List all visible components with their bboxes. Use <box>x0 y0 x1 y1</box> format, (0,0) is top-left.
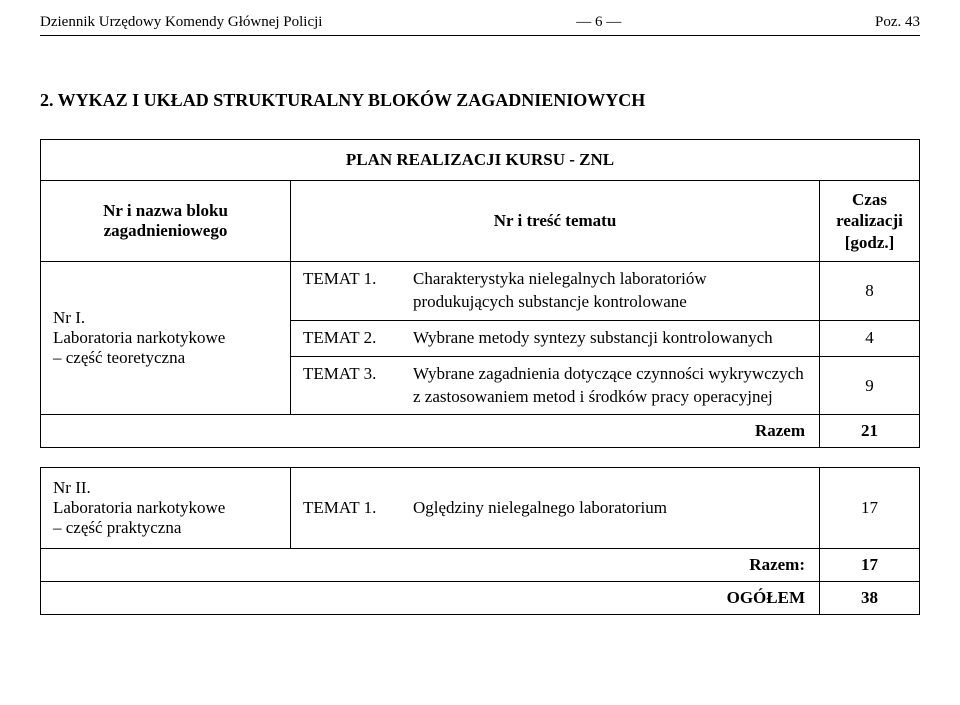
table-row: Razem 21 <box>41 415 920 448</box>
block1-topic3-hours: 9 <box>820 356 920 415</box>
block1-l3: – część teoretyczna <box>53 348 185 367</box>
col-header-block: Nr i nazwa bloku zagadnieniowego <box>41 181 291 262</box>
block2-topic1: TEMAT 1. Oględziny nielegalnego laborato… <box>291 468 820 549</box>
table-row: Razem: 17 <box>41 549 920 582</box>
block2-l3: – część praktyczna <box>53 518 181 537</box>
topic-id: TEMAT 2. <box>303 327 413 350</box>
col3-l3: [godz.] <box>845 233 895 252</box>
block1-label: Nr I. Laboratoria narkotykowe – część te… <box>41 261 291 415</box>
header-right: Poz. 43 <box>875 14 920 31</box>
block1-topic1: TEMAT 1. Charakterystyka nielegalnych la… <box>291 261 820 320</box>
col3-l2: realizacji <box>836 211 903 230</box>
header-rule <box>40 35 920 36</box>
col-header-hours: Czas realizacji [godz.] <box>820 181 920 262</box>
ogolem-label: OGÓŁEM <box>41 582 820 615</box>
topic-id: TEMAT 3. <box>303 363 413 409</box>
col3-l1: Czas <box>852 190 887 209</box>
col-header-topic: Nr i treść tematu <box>291 181 820 262</box>
topic-text: Wybrane metody syntezy substancji kontro… <box>413 327 807 350</box>
plan-table: PLAN REALIZACJI KURSU - ZNL Nr i nazwa b… <box>40 139 920 615</box>
block1-l2: Laboratoria narkotykowe <box>53 328 225 347</box>
ogolem-val: 38 <box>820 582 920 615</box>
block1-topic3: TEMAT 3. Wybrane zagadnienia dotyczące c… <box>291 356 820 415</box>
page-header: Dziennik Urzędowy Komendy Głównej Policj… <box>0 0 960 31</box>
topic-text: Oględziny nielegalnego laboratorium <box>413 497 807 520</box>
spacer-row <box>41 448 920 468</box>
header-left: Dziennik Urzędowy Komendy Głównej Policj… <box>40 14 322 31</box>
block1-razem-label: Razem <box>41 415 820 448</box>
block1-l1: Nr I. <box>53 308 85 327</box>
block1-topic1-hours: 8 <box>820 261 920 320</box>
block1-razem-val: 21 <box>820 415 920 448</box>
block2-razem-val: 17 <box>820 549 920 582</box>
table-row: OGÓŁEM 38 <box>41 582 920 615</box>
table-row: Nr II. Laboratoria narkotykowe – część p… <box>41 468 920 549</box>
block2-l2: Laboratoria narkotykowe <box>53 498 225 517</box>
topic-id: TEMAT 1. <box>303 497 413 520</box>
block2-topic1-hours: 17 <box>820 468 920 549</box>
block2-razem-label: Razem: <box>41 549 820 582</box>
header-center: — 6 — <box>322 14 875 31</box>
block2-label: Nr II. Laboratoria narkotykowe – część p… <box>41 468 291 549</box>
topic-text: Wybrane zagadnienia dotyczące czynności … <box>413 363 807 409</box>
plan-title: PLAN REALIZACJI KURSU - ZNL <box>41 140 920 181</box>
topic-text: Charakterystyka nielegalnych laboratorió… <box>413 268 807 314</box>
block1-topic2: TEMAT 2. Wybrane metody syntezy substanc… <box>291 320 820 356</box>
block2-l1: Nr II. <box>53 478 91 497</box>
topic-id: TEMAT 1. <box>303 268 413 314</box>
table-row: Nr I. Laboratoria narkotykowe – część te… <box>41 261 920 320</box>
section-title: 2. WYKAZ I UKŁAD STRUKTURALNY BLOKÓW ZAG… <box>40 90 920 111</box>
block1-topic2-hours: 4 <box>820 320 920 356</box>
